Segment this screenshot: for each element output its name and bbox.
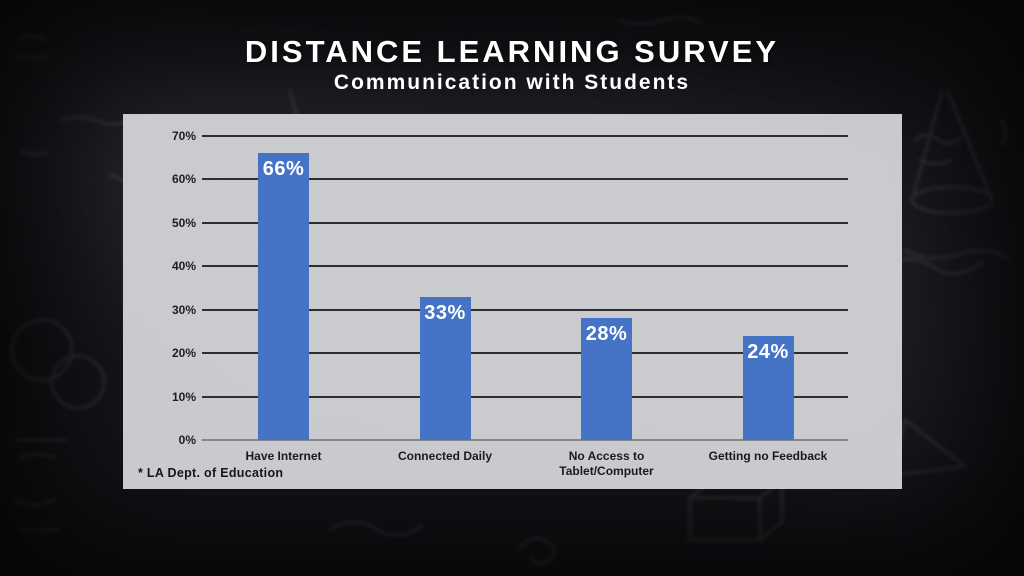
gridline — [202, 134, 848, 137]
gridline — [202, 308, 848, 311]
bar — [742, 335, 794, 440]
bar-value-label: 66% — [262, 158, 305, 181]
y-axis-tick-label: 30% — [171, 302, 196, 317]
gridline — [202, 221, 848, 224]
x-category-label: No Access to Tablet/Computer — [559, 449, 654, 478]
y-axis-tick-label: 70% — [171, 128, 196, 143]
gridline — [202, 352, 848, 355]
bar-value-label: 33% — [424, 301, 466, 324]
page-subtitle: Communication with Students — [333, 71, 691, 94]
bar — [258, 153, 309, 440]
x-category-label: Getting no Feedback — [708, 449, 828, 463]
bar-value-label: 28% — [585, 323, 628, 346]
bar — [581, 318, 632, 440]
header: DISTANCE LEARNING SURVEY Communication w… — [0, 34, 1024, 96]
y-axis-tick-label: 10% — [171, 389, 196, 404]
x-axis-line — [202, 439, 848, 441]
chalk-formulas-right-icon — [913, 118, 1007, 166]
chalk-cuboid-icon — [688, 478, 784, 542]
bar-value-label: 24% — [747, 340, 789, 363]
x-category-label: Have Internet — [245, 449, 322, 463]
y-axis-tick-label: 60% — [171, 172, 196, 187]
y-axis-tick-label: 40% — [171, 259, 196, 274]
gridline — [202, 395, 848, 398]
y-axis-tick-label: 50% — [171, 215, 196, 230]
chalk-rings-icon — [10, 318, 106, 532]
page-title: DISTANCE LEARNING SURVEY — [244, 34, 780, 69]
gridline — [202, 265, 848, 268]
source-footnote: * LA Dept. of Education — [138, 466, 284, 480]
x-category-label: Connected Daily — [397, 449, 493, 463]
gridline — [202, 178, 848, 181]
y-axis-tick-label: 20% — [171, 346, 196, 361]
bar — [419, 296, 471, 440]
y-axis-tick-label: 0% — [178, 433, 196, 447]
bar-chart-panel: * LA Dept. of Education 0% 10% 20% 30% 40% 50… — [123, 114, 902, 489]
chalk-scribbles-top-left-icon — [16, 34, 132, 157]
